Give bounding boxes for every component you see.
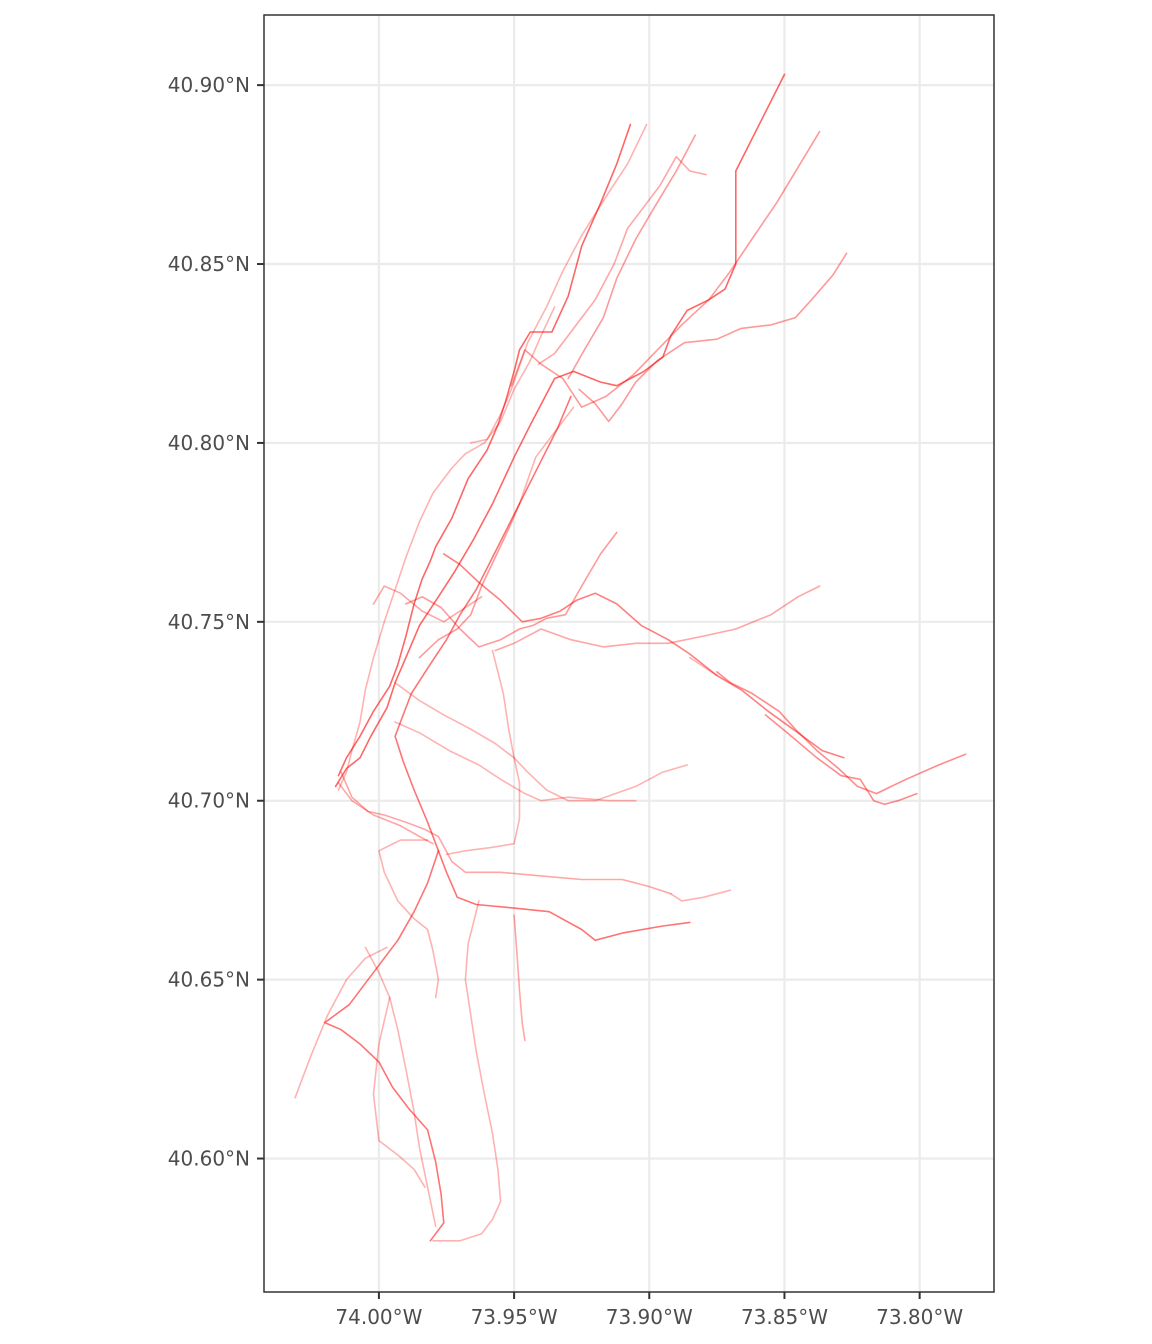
- subway-route-line: [337, 781, 434, 845]
- y-tick-label: 40.75°N: [168, 610, 250, 634]
- x-tick-label: 74.00°W: [335, 1305, 422, 1329]
- plot-panel-border: [263, 14, 995, 1293]
- subway-route-line: [294, 946, 388, 1099]
- y-tick-label: 40.80°N: [168, 431, 250, 455]
- y-tick-label: 40.85°N: [168, 252, 250, 276]
- subway-route-line: [510, 130, 821, 409]
- subway-route-line: [670, 889, 732, 902]
- x-tick-label: 73.90°W: [606, 1305, 693, 1329]
- subway-route-line: [323, 849, 445, 1242]
- subway-route-line: [378, 839, 440, 999]
- subway-route-line: [578, 252, 848, 423]
- subway-route-line: [469, 123, 648, 444]
- subway-route-line: [334, 73, 786, 788]
- subway-route-line: [340, 771, 672, 895]
- subway-route-line: [688, 656, 718, 677]
- graticule-grid: [264, 15, 994, 1292]
- subway-route-line: [394, 721, 637, 802]
- y-tick-label: 40.90°N: [168, 73, 250, 97]
- axis-ticks: 74.00°W 73.95°W 73.90°W 73.85°W 73.80°W 40.60…: [168, 73, 964, 1329]
- subway-route-line: [513, 914, 526, 1042]
- x-tick-label: 73.80°W: [876, 1305, 963, 1329]
- y-tick-label: 40.70°N: [168, 789, 250, 813]
- subway-route-line: [372, 585, 483, 623]
- x-tick-label: 73.95°W: [471, 1305, 558, 1329]
- subway-route-line: [372, 996, 426, 1188]
- subway-route-line: [494, 585, 821, 652]
- x-tick-label: 73.85°W: [741, 1305, 828, 1329]
- subway-route-line: [432, 900, 502, 1242]
- subway-route-line: [567, 134, 697, 380]
- subway-routes: [294, 73, 967, 1242]
- subway-route-line: [364, 946, 437, 1228]
- subway-route-line: [337, 123, 632, 777]
- y-tick-label: 40.60°N: [168, 1147, 250, 1171]
- subway-route-line: [337, 306, 556, 791]
- subway-route-line: [418, 502, 521, 659]
- subway-route-line: [442, 553, 845, 759]
- y-tick-label: 40.65°N: [168, 968, 250, 992]
- subway-route-line: [405, 531, 618, 648]
- subway-route-line: [394, 395, 691, 942]
- subway-route-line: [518, 406, 575, 505]
- subway-route-line: [764, 714, 918, 806]
- subway-route-line: [537, 155, 707, 366]
- subway-route-line: [445, 649, 521, 856]
- subway-route-line: [716, 671, 967, 795]
- subway-route-line: [394, 681, 688, 802]
